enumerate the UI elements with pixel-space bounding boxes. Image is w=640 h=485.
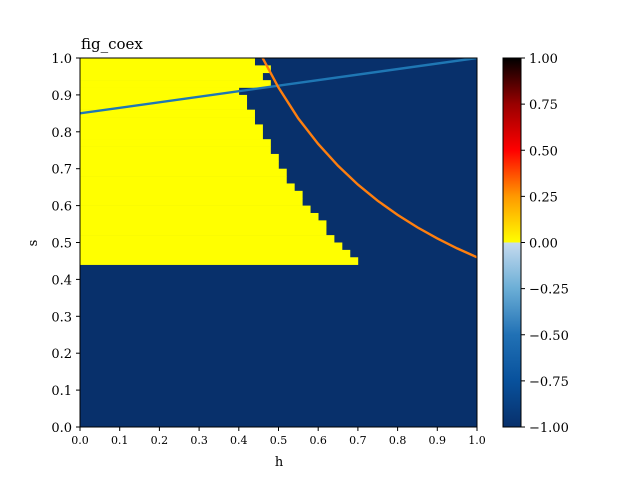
x-tick-label: 0.4 bbox=[230, 434, 248, 447]
heatmap-cell-row bbox=[80, 235, 335, 243]
y-tick-label: 0.8 bbox=[51, 126, 72, 141]
y-tick-label: 0.7 bbox=[51, 163, 72, 178]
colorbar: 1.00 0.75 0.50 0.25 0.00 −0.25 −0.50 −0.75 −1.00 bbox=[502, 52, 569, 436]
y-axis: 0.0 0.1 0.2 0.3 0.4 0.5 0.6 0.7 0.8 0.9 1.0 bbox=[51, 52, 80, 436]
colorbar-tick-label: 0.50 bbox=[529, 144, 558, 159]
heatmap-cell-row bbox=[80, 161, 279, 169]
x-tick-label: 0.0 bbox=[71, 434, 89, 447]
heatmap-cell-row bbox=[80, 146, 271, 155]
heatmap-cell-row bbox=[80, 109, 255, 118]
heatmap-cell-row bbox=[80, 87, 240, 96]
colorbar-tick-label: 0.25 bbox=[529, 190, 558, 205]
x-tick-label: 0.8 bbox=[389, 434, 407, 447]
colorbar-tick-label: 0.75 bbox=[529, 98, 558, 113]
y-tick-label: 0.5 bbox=[51, 237, 72, 252]
x-axis-label: h bbox=[275, 455, 284, 470]
heatmap-cell-row bbox=[80, 227, 327, 236]
heatmap-cell-row bbox=[80, 212, 319, 221]
colorbar-tick-label: 0.00 bbox=[529, 237, 558, 252]
x-tick-label: 0.7 bbox=[349, 434, 367, 447]
colorbar-tick-label: −0.50 bbox=[529, 329, 569, 344]
heatmap-cell-row bbox=[80, 72, 263, 81]
y-tick-label: 0.1 bbox=[51, 384, 72, 399]
heatmap-cell-row bbox=[80, 176, 287, 184]
colorbar-tick-label: −0.75 bbox=[529, 375, 569, 390]
colorbar-tick-label: −0.25 bbox=[529, 283, 569, 298]
heatmap-cell-row bbox=[80, 257, 359, 265]
curve-group bbox=[80, 58, 477, 259]
plot-area bbox=[79, 57, 478, 428]
x-tick-label: 0.1 bbox=[111, 434, 129, 447]
y-tick-label: 0.0 bbox=[51, 421, 72, 436]
heatmap-cell-row bbox=[80, 58, 255, 66]
x-axis: 0.0 0.1 0.2 0.3 0.4 0.5 0.6 0.7 0.8 0.9 1.0 bbox=[71, 427, 486, 447]
heatmap-cell-row bbox=[80, 190, 303, 199]
heatmap-cell-row bbox=[80, 153, 279, 162]
heatmap-cell-row bbox=[80, 65, 271, 74]
y-axis-label: s bbox=[26, 240, 41, 247]
colorbar-gradient bbox=[503, 58, 521, 427]
y-tick-label: 0.9 bbox=[51, 89, 72, 104]
x-tick-label: 0.9 bbox=[429, 434, 447, 447]
y-tick-label: 0.4 bbox=[51, 273, 72, 288]
x-tick-label: 0.2 bbox=[151, 434, 169, 447]
heatmap-cell-row bbox=[80, 242, 343, 251]
x-tick-label: 0.6 bbox=[309, 434, 327, 447]
heatmap-cell-row bbox=[80, 80, 271, 88]
heatmap-cell-row bbox=[80, 183, 295, 192]
x-tick-label: 1.0 bbox=[468, 434, 486, 447]
heatmap-cell-row bbox=[80, 205, 311, 214]
heatmap-cell-row bbox=[80, 124, 263, 133]
colorbar-tick-label: 1.00 bbox=[529, 52, 558, 67]
y-tick-label: 0.6 bbox=[51, 200, 72, 215]
y-tick-label: 0.2 bbox=[51, 347, 72, 362]
x-tick-label: 0.5 bbox=[270, 434, 288, 447]
heatmap-cell-row bbox=[80, 102, 248, 110]
heatmap-cell-row bbox=[80, 131, 263, 140]
chart-title: fig_coex bbox=[81, 35, 143, 53]
colorbar-tick-label: −1.00 bbox=[529, 421, 569, 436]
heatmap-region bbox=[80, 58, 359, 265]
heatmap-cell-row bbox=[80, 139, 271, 147]
heatmap-cell-row bbox=[80, 220, 327, 229]
series-line-orange bbox=[261, 58, 477, 259]
heatmap-cell-row bbox=[80, 168, 287, 177]
y-tick-label: 0.3 bbox=[51, 310, 72, 325]
heatmap-cell-row bbox=[80, 198, 303, 206]
heatmap-cell-row bbox=[80, 249, 351, 258]
heatmap-cell-row bbox=[80, 117, 255, 125]
y-tick-label: 1.0 bbox=[51, 52, 72, 67]
x-tick-label: 0.3 bbox=[190, 434, 208, 447]
heatmap-cell-row bbox=[80, 94, 248, 103]
